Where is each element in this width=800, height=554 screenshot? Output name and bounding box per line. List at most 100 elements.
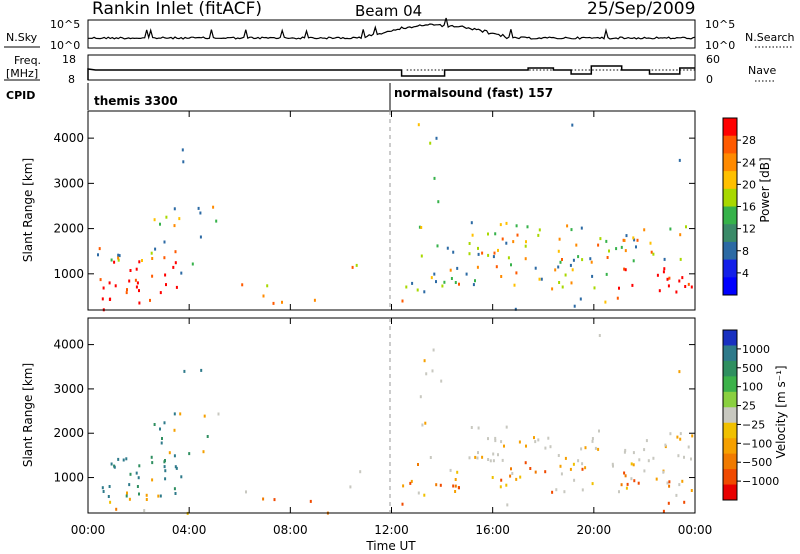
scatter-cell (405, 285, 408, 289)
scatter-cell (611, 462, 614, 466)
scatter-cell (266, 284, 269, 288)
scatter-cell (690, 285, 693, 289)
scatter-cell (437, 200, 440, 204)
scatter-cell (569, 467, 572, 471)
scatter-cell (534, 470, 537, 474)
scatter-cell (564, 273, 567, 277)
scatter-cell (612, 464, 614, 468)
scatter-cell (623, 239, 626, 242)
x-tick-label: 04:00 (172, 523, 207, 537)
scatter-cell (150, 251, 153, 255)
scatter-cell (491, 476, 494, 479)
scatter-cell (605, 239, 608, 243)
colorbar-swatch (723, 345, 737, 362)
scatter-cell (115, 507, 118, 511)
colorbar-swatch (723, 241, 737, 261)
scatter-cell (178, 217, 181, 221)
scatter-cell (662, 470, 665, 474)
scatter-cell (513, 283, 516, 287)
scatter-cell (487, 232, 489, 236)
scatter-cell (597, 447, 600, 451)
scatter-cell (668, 480, 671, 484)
scatter-cell (138, 492, 140, 496)
scatter-cell (678, 370, 681, 374)
scatter-cell (101, 486, 104, 490)
nave-tick-top: 60 (706, 53, 720, 66)
scatter-cell (165, 215, 168, 219)
cpid-label: CPID (6, 89, 35, 102)
scatter-cell (441, 284, 444, 288)
scatter-cell (313, 298, 316, 302)
scatter-cell (557, 249, 560, 253)
scatter-cell (173, 487, 176, 491)
scatter-cell (157, 494, 160, 498)
scatter-cell (138, 301, 141, 305)
scatter-cell (138, 260, 141, 264)
scatter-cell (128, 279, 131, 283)
scatter-cell (618, 490, 620, 494)
scatter-cell (618, 286, 620, 290)
scatter-cell (101, 297, 104, 301)
scatter-cell (125, 291, 128, 295)
scatter-cell (173, 412, 176, 416)
scatter-cell (435, 280, 437, 284)
scatter-cell (515, 224, 518, 228)
scatter-cell (401, 299, 404, 303)
scatter-cell (163, 421, 166, 425)
nsearch-tick-top: 10^5 (705, 18, 735, 31)
scatter-cell (664, 443, 667, 447)
scatter-cell (165, 283, 167, 287)
scatter-cell (681, 276, 684, 280)
nave-tick-bottom: 0 (706, 73, 713, 86)
scatter-cell (454, 490, 457, 493)
scatter-cell (631, 283, 634, 287)
scatter-cell (435, 483, 438, 487)
scatter-cell (476, 265, 479, 269)
scatter-cell (529, 467, 532, 470)
velocity-scatter (101, 334, 694, 515)
scatter-cell (245, 490, 247, 494)
velocity-frame (87, 317, 696, 514)
y-tick-label: 3000 (53, 176, 84, 190)
scatter-cell (173, 428, 176, 432)
scatter-cell (424, 421, 427, 425)
scatter-cell (662, 270, 665, 274)
scatter-cell (624, 448, 627, 452)
scatter-cell (551, 490, 554, 494)
scatter-cell (501, 458, 504, 462)
colorbar-swatch (723, 224, 737, 243)
scatter-cell (593, 286, 596, 290)
scatter-cell (668, 276, 671, 280)
scatter-cell (113, 260, 116, 264)
scatter-cell (493, 251, 496, 255)
scatter-cell (446, 246, 449, 250)
scatter-cell (551, 287, 554, 291)
colorbar-tick-label: 12 (742, 223, 756, 236)
scatter-cell (151, 257, 154, 260)
scatter-cell (108, 485, 111, 488)
colorbar-swatch (723, 469, 737, 486)
colorbar-tick-label: −1000 (742, 475, 779, 488)
scatter-cell (633, 238, 636, 242)
colorbar-tick-label: 500 (742, 362, 763, 375)
scatter-cell (458, 486, 460, 490)
scatter-cell (108, 298, 111, 301)
scatter-cell (272, 301, 275, 305)
scatter-cell (564, 456, 567, 460)
scatter-cell (173, 454, 176, 458)
scatter-cell (650, 250, 653, 254)
scatter-cell (632, 236, 635, 240)
scatter-cell (174, 250, 177, 254)
scatter-cell (492, 459, 495, 463)
scatter-cell (200, 368, 203, 372)
scatter-cell (589, 257, 592, 261)
scatter-cell (507, 256, 510, 260)
scatter-cell (470, 426, 473, 429)
scatter-cell (681, 479, 684, 483)
scatter-cell (117, 256, 120, 260)
y-tick-label: 2000 (53, 426, 84, 440)
scatter-cell (538, 277, 541, 281)
scatter-cell (678, 279, 681, 283)
scatter-cell (241, 283, 244, 287)
scatter-cell (594, 446, 597, 450)
